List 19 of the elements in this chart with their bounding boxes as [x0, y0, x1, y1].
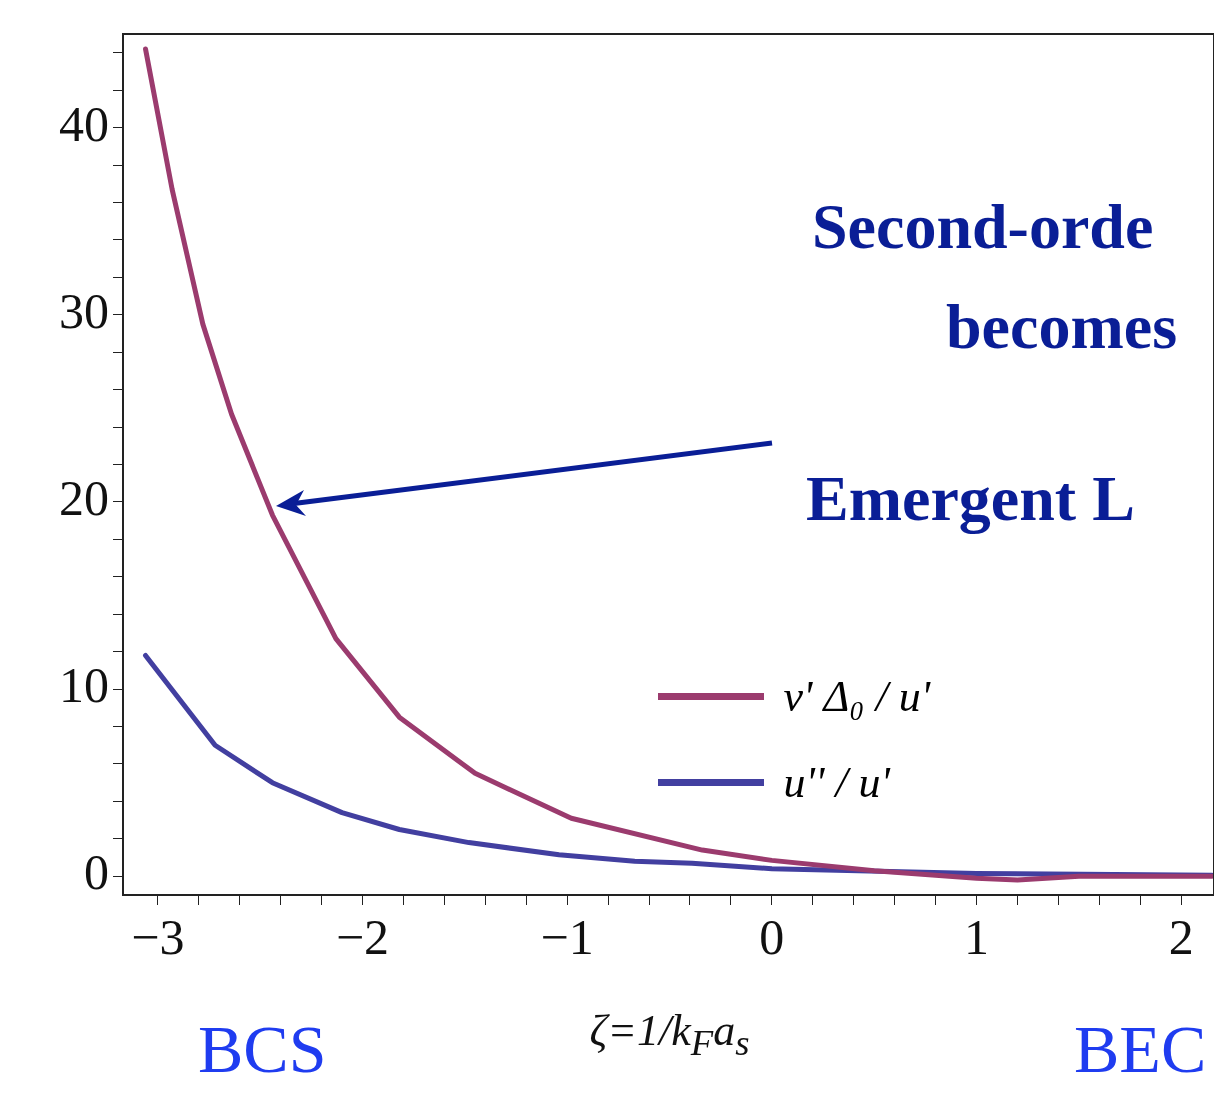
legend-label: v' Δ₀ / u'	[783, 671, 931, 723]
text: BEC	[1074, 1010, 1207, 1089]
y-tick-label: 30	[59, 282, 109, 339]
y-tick-label: 0	[84, 844, 109, 901]
x-tick-label: 2	[1168, 909, 1194, 966]
y-tick-label: 20	[59, 470, 109, 527]
legend-label: u'' / u'	[783, 757, 891, 809]
x-tick-label: 0	[759, 909, 785, 966]
text: BCS	[198, 1010, 327, 1089]
y-tick-label: 10	[59, 657, 109, 714]
y-tick-label: 40	[59, 95, 109, 152]
x-tick-label: −2	[335, 909, 390, 966]
x-axis-title: ζ=1/k$_{F}$a$_{s}$	[589, 1005, 750, 1064]
annotation: Emergent L	[806, 462, 1135, 536]
annotation: Second-orde	[812, 190, 1154, 264]
x-tick-label: −3	[131, 909, 185, 966]
annotation: becomes	[946, 290, 1178, 364]
x-tick-label: 1	[964, 909, 990, 966]
x-tick-label: −1	[540, 909, 594, 966]
